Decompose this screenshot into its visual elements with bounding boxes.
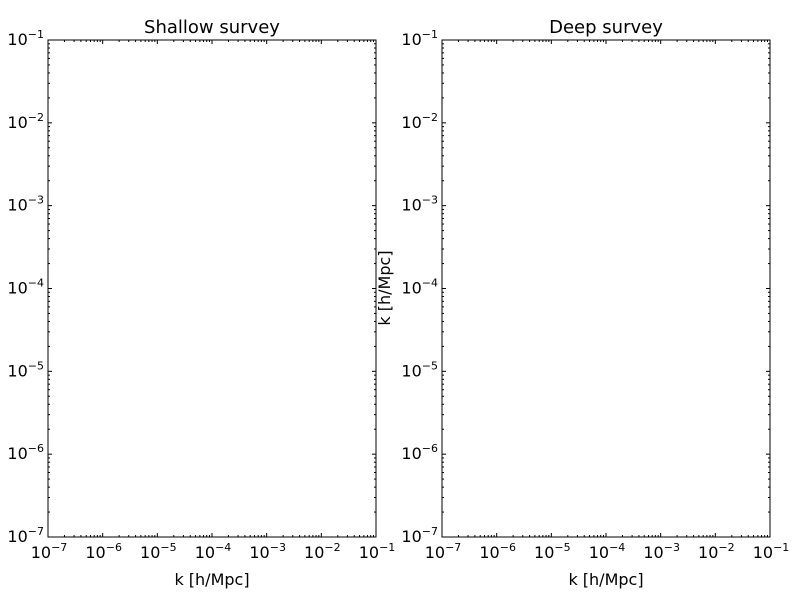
x-tick-label: 10−1 — [359, 541, 396, 562]
chart-title: Shallow survey — [144, 17, 280, 38]
x-tick-label: 10−6 — [85, 541, 122, 562]
panel-shallow-survey: Shallow survey 10−7 10−6 10−5 10−4 10−3 10−2 1… — [7, 17, 395, 589]
y-axis-ticks: 10−7 10−6 10−5 10−4 10−3 10−2 10−1 — [401, 28, 770, 546]
x-axis-label: k [h/Mpc] — [174, 570, 249, 589]
y-axis-ticks: 10−7 10−6 10−5 10−4 10−3 10−2 10−1 — [7, 28, 376, 546]
x-tick-label: 10−4 — [589, 541, 626, 562]
x-tick-label: 10−2 — [698, 541, 735, 562]
x-tick-label: 10−3 — [249, 541, 286, 562]
x-tick-label: 10−5 — [534, 541, 571, 562]
x-tick-label: 10−3 — [643, 541, 680, 562]
y-tick-label: 10−1 — [7, 28, 44, 49]
plot-area — [441, 39, 771, 538]
y-tick-label: 10−4 — [7, 277, 44, 298]
x-tick-label: 10−2 — [304, 541, 341, 562]
panel-deep-survey: Deep survey 10−7 10−6 10−5 10−4 10−3 10−2 10−1… — [375, 17, 789, 589]
x-axis-label: k [h/Mpc] — [568, 570, 643, 589]
y-tick-label: 10−7 — [401, 525, 438, 546]
x-axis-ticks: 10−7 10−6 10−5 10−4 10−3 10−2 10−1 — [425, 40, 790, 562]
x-tick-label: 10−7 — [425, 541, 462, 562]
x-axis-ticks: 10−7 10−6 10−5 10−4 10−3 10−2 10−1 — [31, 40, 396, 562]
x-tick-label: 10−5 — [140, 541, 177, 562]
y-tick-label: 10−6 — [7, 442, 44, 463]
chart-title: Deep survey — [549, 17, 663, 38]
y-tick-label: 10−6 — [401, 442, 438, 463]
x-tick-label: 10−6 — [479, 541, 516, 562]
y-tick-label: 10−1 — [401, 28, 438, 49]
x-tick-label: 10−7 — [31, 541, 68, 562]
y-tick-label: 10−5 — [7, 359, 44, 380]
x-tick-label: 10−4 — [195, 541, 232, 562]
x-tick-label: 10−1 — [753, 541, 790, 562]
y-tick-label: 10−2 — [401, 111, 438, 132]
y-tick-label: 10−3 — [7, 194, 44, 215]
y-tick-label: 10−2 — [7, 111, 44, 132]
y-axis-label: k [h/Mpc] — [375, 250, 394, 325]
y-tick-label: 10−4 — [401, 277, 438, 298]
y-tick-label: 10−5 — [401, 359, 438, 380]
plot-area — [47, 39, 377, 538]
y-tick-label: 10−7 — [7, 525, 44, 546]
y-tick-label: 10−3 — [401, 194, 438, 215]
